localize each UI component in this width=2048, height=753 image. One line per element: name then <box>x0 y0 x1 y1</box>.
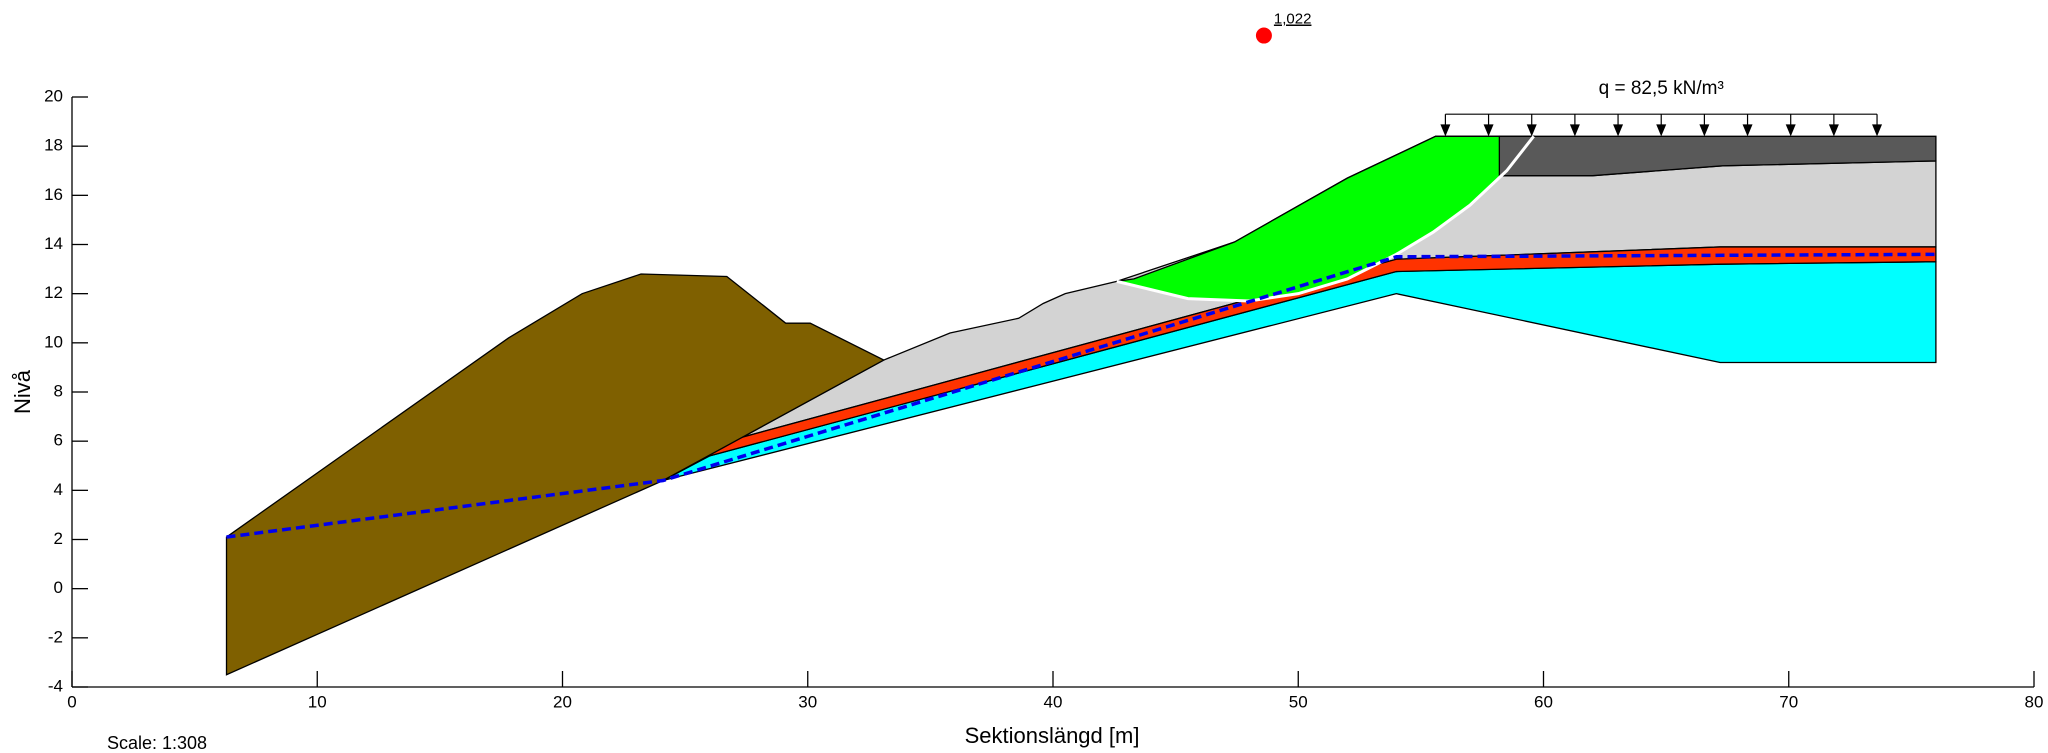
x-tick-label: 20 <box>553 692 572 711</box>
load-arrowhead <box>1569 124 1580 137</box>
y-tick-label: 20 <box>44 86 63 105</box>
load-arrowhead <box>1656 124 1667 137</box>
y-tick-label: 10 <box>44 332 63 351</box>
safety-factor: 1,022 <box>1274 11 1312 28</box>
soil-layer <box>225 273 886 676</box>
load-arrowhead <box>1872 124 1883 137</box>
y-tick-label: -2 <box>48 627 63 646</box>
x-tick-label: 70 <box>1779 692 1798 711</box>
scale-text: Scale: 1:308 <box>107 733 207 753</box>
load-arrowhead <box>1613 124 1624 137</box>
y-tick-label: 12 <box>44 283 63 302</box>
y-tick-label: 0 <box>54 578 63 597</box>
x-tick-label: 0 <box>67 692 76 711</box>
x-tick-label: 40 <box>1044 692 1063 711</box>
y-tick-label: 2 <box>54 529 63 548</box>
load-arrowhead <box>1828 124 1839 137</box>
y-axis-label: Nivå <box>10 369 35 414</box>
load-arrowhead <box>1526 124 1537 137</box>
load-arrowhead <box>1742 124 1753 137</box>
soil-layer <box>709 246 1937 457</box>
y-tick-label: -4 <box>48 676 63 695</box>
y-tick-label: 6 <box>54 431 63 450</box>
y-tick-label: 4 <box>54 480 63 499</box>
x-tick-label: 60 <box>1534 692 1553 711</box>
x-tick-label: 50 <box>1289 692 1308 711</box>
y-tick-label: 8 <box>54 381 63 400</box>
soil-layer <box>1498 135 1937 177</box>
x-tick-label: 30 <box>798 692 817 711</box>
water-table <box>226 252 1936 539</box>
slip-center <box>1255 27 1272 44</box>
load-arrowhead <box>1440 124 1451 137</box>
y-tick-label: 16 <box>44 185 63 204</box>
load-arrowhead <box>1699 124 1710 137</box>
slip-surface <box>1116 135 1535 303</box>
x-axis-label: Sektionslängd [m] <box>965 723 1140 748</box>
y-tick-label: 14 <box>44 234 63 253</box>
load-arrowhead <box>1483 124 1494 137</box>
x-tick-label: 80 <box>2025 692 2044 711</box>
load-arrowhead <box>1785 124 1796 137</box>
load-label: q = 82,5 kN/m³ <box>1599 78 1724 99</box>
y-tick-label: 18 <box>44 136 63 155</box>
x-tick-label: 10 <box>308 692 327 711</box>
